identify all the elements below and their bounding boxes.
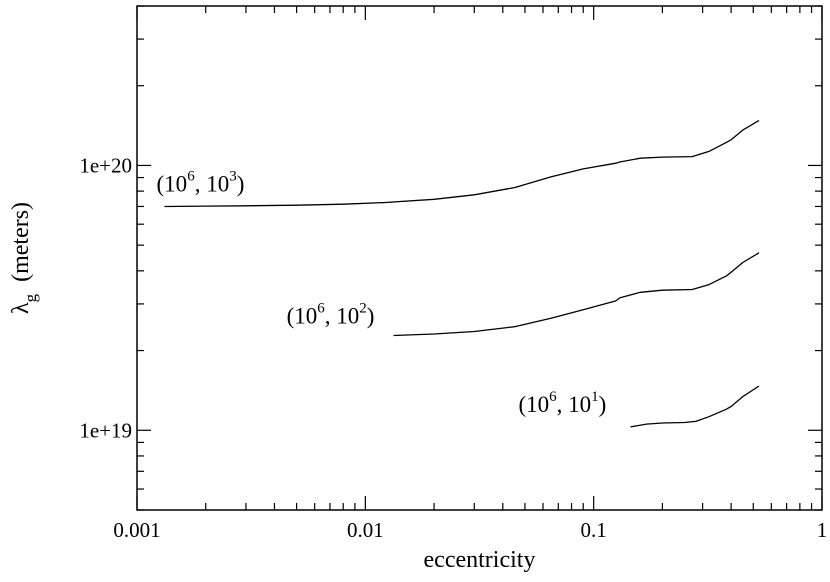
x-tick-label: 0.001 <box>113 518 160 542</box>
plot-frame <box>136 5 823 511</box>
y-axis-subscript: g <box>21 293 40 302</box>
series-annotation-2: (106, 102) <box>287 300 375 328</box>
x-tick-label: 1 <box>817 518 828 542</box>
series-line-3 <box>630 385 760 428</box>
series-annotation-3: (106, 101) <box>519 389 607 417</box>
x-axis-title: eccentricity <box>424 547 536 573</box>
y-axis-title: λg (meters) <box>8 202 40 314</box>
x-tick-label: 0.01 <box>347 518 384 542</box>
y-axis-unit: (meters) <box>8 202 34 294</box>
y-axis-symbol: λ <box>8 302 34 314</box>
series-annotation-1: (106, 103) <box>157 168 245 196</box>
labels-layer: 0.001 0.01 0.1 1 1e+19 1e+20 eccentricity λg (m… <box>8 153 827 573</box>
series-line-2 <box>393 252 760 337</box>
y-tick-label: 1e+20 <box>79 153 132 177</box>
y-tick-label: 1e+19 <box>79 418 132 442</box>
x-tick-label: 0.1 <box>581 518 607 542</box>
series-line-1 <box>164 119 760 208</box>
lines-layer <box>164 119 760 428</box>
ticks-layer <box>136 5 823 511</box>
